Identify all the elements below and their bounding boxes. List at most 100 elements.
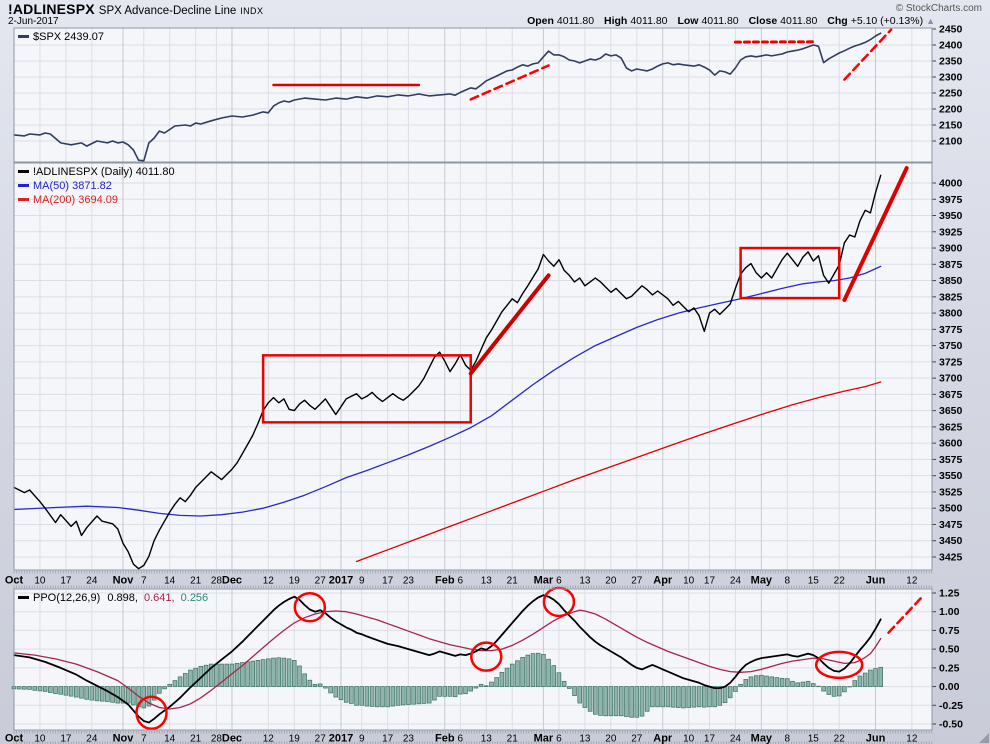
- ppo-histogram-bar: [193, 667, 198, 687]
- ppo-histogram-bar: [494, 677, 499, 687]
- y-tick-label: 3850: [939, 275, 963, 287]
- y-tick-label: 2100: [939, 136, 963, 148]
- ppo-histogram-bar: [349, 686, 354, 704]
- ppo-histogram-bar: [74, 686, 79, 698]
- x-tick-label: 10: [34, 734, 46, 744]
- y-tick-label: 1.25: [939, 588, 960, 600]
- x-tick-label: Jun: [866, 575, 886, 587]
- chart-title: SPX Advance-Decline Line: [98, 5, 237, 17]
- y-tick-label: 3775: [939, 324, 963, 336]
- x-tick-label: 21: [190, 734, 202, 744]
- ppo-histogram-bar: [489, 681, 494, 687]
- series-signal: [13, 609, 882, 710]
- ppo-histogram-bar: [42, 686, 48, 692]
- x-tick-label: 2017: [329, 575, 353, 587]
- ppo-histogram-bar: [608, 686, 614, 717]
- annotation-circle: [542, 586, 576, 618]
- ppo-histogram-bar: [810, 683, 816, 687]
- ppo-histogram-bar: [826, 686, 832, 695]
- low-value: 4011.80: [701, 15, 739, 27]
- ppo-histogram-bar: [769, 676, 775, 687]
- ppo-histogram-bar: [421, 686, 427, 704]
- y-tick-label: 2150: [939, 120, 963, 132]
- ppo-histogram-bar: [32, 686, 38, 691]
- ppo-histogram-bar: [795, 682, 800, 687]
- y-tick-label: 3550: [939, 470, 963, 482]
- ppo-histogram-bar: [764, 675, 769, 687]
- annotation-rect: [261, 354, 472, 424]
- ppo-histogram-bar: [504, 667, 510, 687]
- ppo-histogram-bar: [842, 686, 847, 693]
- x-tick-label: 17: [382, 576, 394, 587]
- ppo-histogram-bar: [691, 686, 697, 708]
- ppo-histogram-bar: [307, 679, 313, 687]
- x-tick-label: Oct: [5, 733, 24, 744]
- y-tick-label: 2400: [939, 40, 963, 52]
- x-tick-label: Apr: [653, 733, 673, 744]
- ppo-histogram-bar: [157, 686, 162, 694]
- x-tick-label: Mar: [534, 575, 554, 587]
- ppo-histogram-bar: [172, 680, 178, 687]
- ppo-histogram-bar: [177, 676, 183, 687]
- ppo-histogram-bar: [868, 669, 873, 687]
- x-tick-label: 17: [60, 576, 72, 587]
- ppo-histogram-bar: [556, 672, 562, 687]
- ppo-histogram-bar: [291, 659, 297, 687]
- y-tick-label: 2450: [939, 24, 963, 36]
- ppo-histogram-bar: [743, 679, 749, 687]
- ppo-histogram-bar: [167, 683, 172, 687]
- ppo-histogram-bar: [271, 657, 276, 687]
- ppo-signal-value: 0.641,: [143, 592, 175, 604]
- x-tick-label: Feb: [435, 733, 455, 744]
- ppo-histogram-bar: [234, 662, 240, 687]
- ppo-histogram-bar: [333, 686, 339, 698]
- y-tick-label: 3750: [939, 340, 963, 352]
- ppo-histogram-bar: [364, 686, 370, 707]
- x-tick-label: 15: [808, 576, 820, 587]
- ppo-histogram-bar: [442, 686, 448, 697]
- x-tick-label: 24: [730, 734, 742, 744]
- x-tick-label: 27: [631, 576, 643, 587]
- adline-swatch: [18, 170, 29, 173]
- ppo-histogram-bar: [343, 686, 349, 703]
- x-tick-label: 12: [263, 576, 275, 587]
- x-tick-label: Apr: [653, 575, 673, 587]
- ppo-histogram-bar: [354, 686, 359, 706]
- ppo-histogram-bar: [759, 674, 764, 687]
- ppo-histogram-bar: [655, 686, 660, 708]
- low-label: Low: [677, 15, 699, 27]
- ppo-histogram-bar: [634, 686, 640, 718]
- ppo-histogram-bar: [208, 663, 214, 687]
- y-tick-label: 3600: [939, 438, 963, 450]
- quote-summary: Open 4011.80 High 4011.80 Low 4011.80 Close…: [527, 15, 935, 27]
- annotation-dash-line: [843, 28, 893, 81]
- ppo-histogram-bar: [541, 654, 546, 687]
- ppo-histogram-bar: [670, 686, 676, 708]
- spx-legend: $SPX 2439.07: [18, 31, 104, 44]
- ppo-histogram-bar: [603, 686, 608, 717]
- x-tick-label: 23: [403, 734, 415, 744]
- ppo-histogram-bar: [546, 658, 551, 687]
- x-tick-label: 23: [403, 576, 415, 587]
- annotation-circle: [293, 591, 327, 623]
- ppo-histogram-bar: [281, 657, 287, 687]
- spx-line-swatch: [18, 35, 29, 38]
- open-label: Open: [527, 15, 554, 27]
- legend-row-ma50: MA(50) 3871.82: [18, 180, 175, 193]
- y-tick-label: 3925: [939, 226, 963, 238]
- ppo-histogram-bar: [458, 686, 463, 695]
- y-tick-label: 3700: [939, 373, 963, 385]
- chart-header: !ADLINESPX SPX Advance-Decline Line INDX: [8, 1, 263, 19]
- ppo-histogram-bar: [276, 657, 281, 687]
- ppo-histogram-bar: [676, 686, 681, 708]
- x-tick-label: 21: [507, 734, 519, 744]
- ppo-histogram-bar: [686, 686, 691, 708]
- annotation-dash-line: [469, 64, 550, 101]
- x-tick-label: 6: [556, 576, 562, 587]
- ppo-histogram-bar: [99, 686, 105, 702]
- annotation-circle: [135, 695, 168, 731]
- series-spx: [13, 32, 882, 162]
- ppo-histogram-bar: [650, 686, 655, 708]
- ppo-histogram-bar: [629, 686, 634, 718]
